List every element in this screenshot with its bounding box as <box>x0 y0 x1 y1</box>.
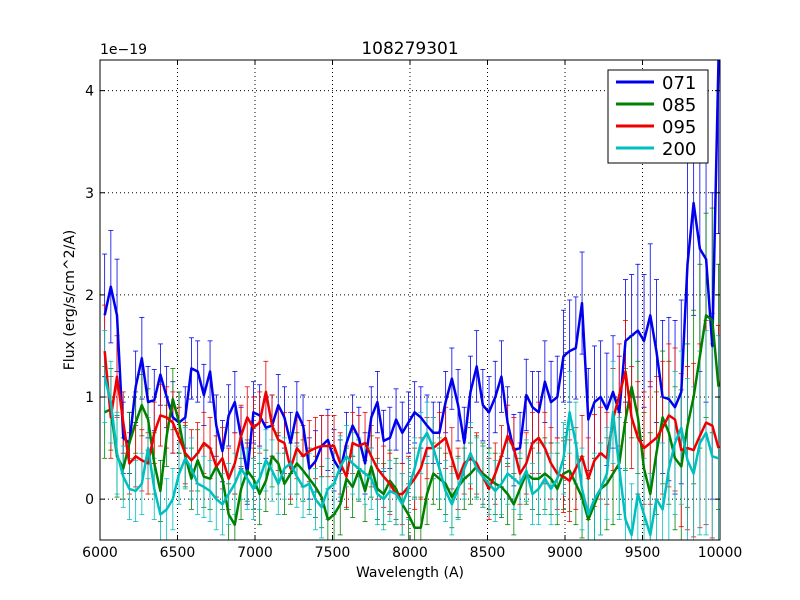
x-tick-label: 9000 <box>547 545 583 561</box>
legend-label-095: 095 <box>662 117 696 138</box>
y-tick-label: 4 <box>85 84 94 100</box>
x-axis-ticks: 6000 6500 7000 7500 8000 8500 9000 9500 10000 <box>82 60 742 561</box>
y-tick-label: 3 <box>85 186 94 202</box>
x-tick-label: 6500 <box>160 545 196 561</box>
x-axis-label: Wavelength (A) <box>356 565 464 581</box>
series-line-200 <box>103 376 719 537</box>
series-lines <box>103 60 720 537</box>
y-offset-label: 1e−19 <box>100 42 147 58</box>
x-tick-label: 10000 <box>698 545 743 561</box>
x-tick-label: 7500 <box>315 545 351 561</box>
y-tick-label: 1 <box>85 390 94 406</box>
x-tick-label: 8000 <box>392 545 428 561</box>
y-tick-label: 0 <box>85 492 94 508</box>
plot-content <box>102 60 720 540</box>
y-axis-label: Flux (erg/s/cm^2/A) <box>62 230 78 370</box>
y-axis-ticks: 0 1 2 3 4 <box>85 84 720 508</box>
y-tick-label: 2 <box>85 288 94 304</box>
series-line-085 <box>104 314 720 529</box>
legend-label-071: 071 <box>662 73 696 94</box>
legend: 071 085 095 200 <box>607 69 709 164</box>
x-tick-label: 7000 <box>237 545 273 561</box>
series-line-071 <box>103 60 720 475</box>
chart-title: 108279301 <box>361 39 458 59</box>
legend-label-200: 200 <box>662 139 696 160</box>
legend-label-085: 085 <box>662 95 696 116</box>
x-tick-label: 9500 <box>625 545 661 561</box>
x-tick-label: 6000 <box>82 545 118 561</box>
x-tick-label: 8500 <box>470 545 506 561</box>
